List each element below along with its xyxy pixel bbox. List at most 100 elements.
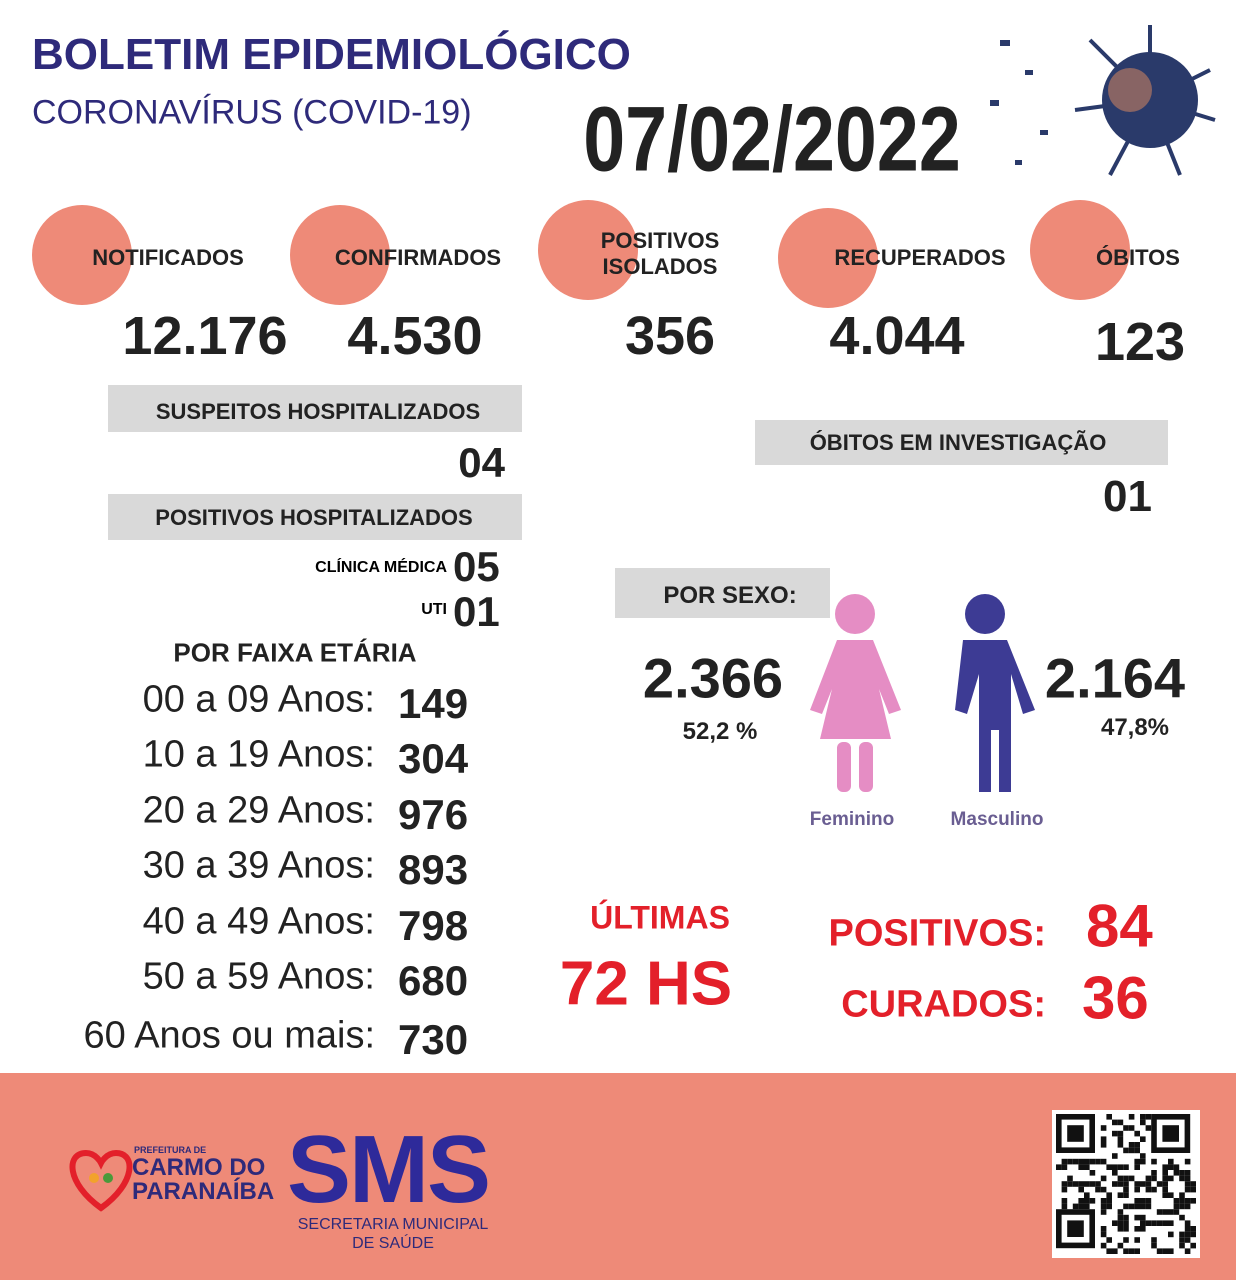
qr-module: [1095, 1158, 1101, 1165]
qr-module: [1117, 1142, 1124, 1148]
qr-module: [1179, 1175, 1185, 1182]
qr-module: [1134, 1147, 1140, 1154]
qr-module: [1190, 1198, 1196, 1204]
qr-module: [1078, 1198, 1084, 1204]
qr-module: [1140, 1220, 1146, 1226]
sms-logo: SMS: [286, 1116, 491, 1223]
qr-module: [1100, 1142, 1107, 1148]
qr-module: [1179, 1237, 1185, 1243]
qr-module: [1100, 1125, 1107, 1131]
qr-module: [1117, 1175, 1124, 1182]
qr-module: [1179, 1231, 1185, 1238]
qr-module: [1089, 1198, 1096, 1204]
qr-module: [1179, 1170, 1185, 1176]
age-label: 60 Anos ou mais:: [83, 1014, 375, 1057]
qr-module: [1162, 1170, 1168, 1176]
qr-module: [1078, 1203, 1084, 1210]
label-box: [615, 568, 830, 618]
qr-module: [1190, 1231, 1196, 1238]
qr-module: [1100, 1175, 1107, 1182]
qr-module: [1168, 1164, 1174, 1170]
ward-value: 01: [453, 588, 500, 635]
qr-module: [1140, 1158, 1146, 1165]
qr-module: [1089, 1181, 1096, 1187]
qr-module: [1123, 1175, 1129, 1182]
qr-module: [1100, 1209, 1107, 1215]
qr-module: [1145, 1181, 1152, 1187]
investigation-label: ÓBITOS EM INVESTIGAÇÃO: [809, 430, 1107, 455]
qr-module: [1089, 1170, 1096, 1176]
qr-module: [1128, 1142, 1135, 1148]
qr-module: [1151, 1242, 1157, 1249]
heart-logo: [69, 1149, 133, 1212]
secretaria: DE SAÚDE: [352, 1235, 434, 1252]
qr-module: [1117, 1119, 1124, 1126]
qr-module: [1184, 1203, 1191, 1210]
qr-module: [1095, 1181, 1101, 1187]
qr-module: [1112, 1248, 1118, 1254]
qr-module: [1123, 1192, 1129, 1198]
qr-module: [1067, 1181, 1073, 1187]
circle-decoration: [778, 208, 878, 308]
qr-module: [1190, 1186, 1196, 1193]
qr-module: [1184, 1198, 1191, 1204]
age-value: 730: [398, 1016, 469, 1063]
qr-module: [1145, 1186, 1152, 1193]
circle-decoration: [290, 205, 390, 305]
qr-module: [1162, 1186, 1168, 1193]
qr-module: [1078, 1164, 1084, 1170]
male-percent: 47,8%: [1100, 714, 1170, 741]
qr-module: [1145, 1114, 1152, 1120]
qr-module: [1072, 1158, 1079, 1165]
qr-module: [1168, 1192, 1174, 1198]
qr-module: [1156, 1181, 1163, 1187]
qr-module: [1162, 1220, 1168, 1226]
suspects-value: 04: [458, 439, 505, 486]
qr-module: [1106, 1237, 1112, 1243]
ward-label: CLÍNICA MÉDICA: [315, 559, 447, 576]
qr-module: [1184, 1158, 1191, 1165]
qr-module: [1112, 1181, 1118, 1187]
qr-module: [1156, 1220, 1163, 1226]
positives-72h-label: POSITIVOS:: [828, 912, 1046, 955]
age-value: 798: [398, 902, 469, 949]
title: BOLETIM EPIDEMIOLÓGICO: [32, 30, 631, 79]
qr-module: [1179, 1242, 1185, 1249]
age-label: 30 a 39 Anos:: [142, 844, 375, 887]
qr-module: [1061, 1198, 1068, 1204]
qr-module: [1100, 1231, 1107, 1238]
qr-module: [1168, 1209, 1174, 1215]
qr-module: [1168, 1175, 1174, 1182]
prefeitura: PREFEITURA DE: [134, 1145, 207, 1155]
qr-module: [1134, 1198, 1140, 1204]
qr-module: [1162, 1164, 1168, 1170]
qr-module: [1117, 1192, 1124, 1198]
qr-module: [1134, 1237, 1140, 1243]
circle-decoration: [538, 200, 638, 300]
qr-module: [1095, 1186, 1101, 1193]
positives-72h-value: 84: [1086, 892, 1153, 960]
qr-module: [1078, 1186, 1084, 1193]
qr-module: [1056, 1164, 1062, 1170]
qr-module: [1184, 1181, 1191, 1187]
indicator-value: 4.044: [829, 306, 965, 366]
qr-module: [1145, 1198, 1152, 1204]
qr-module: [1134, 1142, 1140, 1148]
age-value: 976: [398, 791, 469, 838]
qr-module: [1123, 1248, 1129, 1254]
qr-module: [1134, 1186, 1140, 1193]
qr-module: [1106, 1164, 1112, 1170]
qr-module: [1184, 1175, 1191, 1182]
qr-module: [1184, 1248, 1191, 1254]
qr-module: [1106, 1203, 1112, 1210]
qr-module: [1140, 1114, 1146, 1120]
qr-module: [1184, 1237, 1191, 1243]
qr-module: [1140, 1226, 1146, 1232]
label-box: [108, 385, 522, 432]
qr-module: [1106, 1198, 1112, 1204]
qr-module: [1190, 1242, 1196, 1249]
qr-module: [1162, 1181, 1168, 1187]
qr-module: [1084, 1158, 1090, 1165]
qr-module: [1084, 1203, 1090, 1210]
